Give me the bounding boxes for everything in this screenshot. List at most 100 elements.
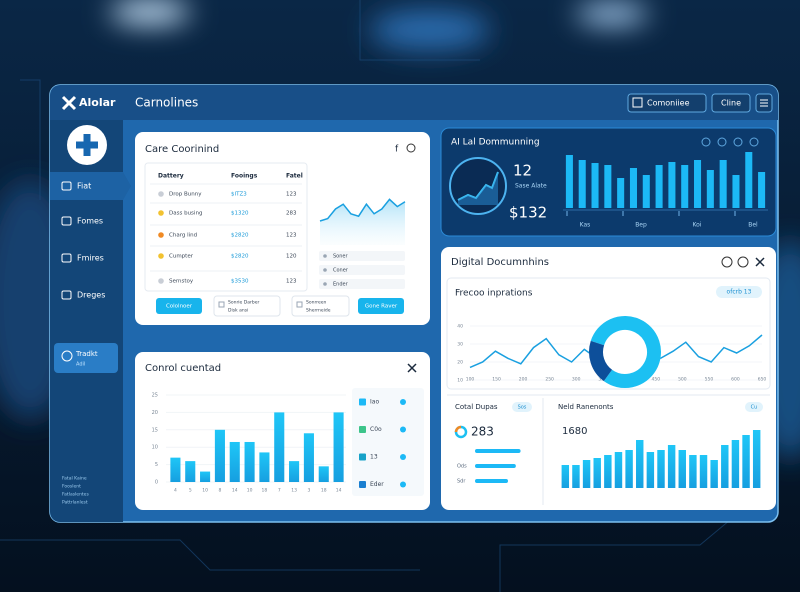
bar <box>475 464 516 468</box>
y-tick-label: 25 <box>152 393 158 399</box>
cell: $ITZ3 <box>231 192 247 198</box>
panel-icon[interactable] <box>749 137 759 147</box>
x-tick-label: 150 <box>492 377 501 383</box>
x-tick-label: 550 <box>705 377 714 383</box>
bar <box>475 449 521 453</box>
cell: $3530 <box>231 279 249 285</box>
bar <box>758 172 766 208</box>
card-title: Tradkt <box>75 350 98 358</box>
x-tick-label: 8 <box>218 488 221 494</box>
action-label: Comoniiee <box>647 99 690 108</box>
chip[interactable] <box>745 402 763 412</box>
line <box>319 198 406 222</box>
legend-dot <box>323 282 327 286</box>
bar <box>185 461 196 482</box>
x-tick-label: 3 <box>307 488 310 494</box>
legend-row <box>319 265 405 275</box>
cell: Dass busing <box>169 211 202 217</box>
chip-label: Sos <box>518 405 527 411</box>
bar <box>475 479 508 483</box>
x-tick-label: 450 <box>652 377 661 383</box>
cell: Cumpter <box>169 254 194 260</box>
card-subtitle: Adil <box>76 362 85 368</box>
header-bar <box>50 85 778 120</box>
x-tick-label: 7 <box>278 488 281 494</box>
card-title: Frecoo inprations <box>455 289 533 299</box>
mini-donut <box>454 425 462 433</box>
bar <box>694 160 702 208</box>
legend-label: C0o <box>370 426 382 433</box>
action-button[interactable] <box>627 93 707 113</box>
chip-label: Sonrreen <box>306 300 327 306</box>
button[interactable] <box>156 298 202 314</box>
bar <box>731 440 740 488</box>
donut-segment <box>589 340 613 382</box>
column-header: Dattery <box>158 173 184 180</box>
close-icon[interactable] <box>755 257 765 267</box>
chip[interactable] <box>716 286 762 298</box>
button-label: Cololnoer <box>166 304 193 310</box>
cell: $1320 <box>231 211 249 217</box>
bar <box>591 163 599 208</box>
button[interactable] <box>358 298 404 314</box>
x-tick-label: 14 <box>336 488 342 494</box>
panel-icon[interactable] <box>721 256 733 268</box>
cell: Charg lind <box>169 233 197 239</box>
legend-label: Soner <box>333 254 348 260</box>
bar-label: Ods <box>457 464 467 470</box>
settings-icon[interactable] <box>406 143 416 153</box>
panel-icon[interactable] <box>737 256 749 268</box>
nav-item[interactable]: Dreges <box>77 291 105 300</box>
bar <box>259 452 270 482</box>
bar <box>629 168 637 208</box>
card-title: Neld Ranenonts <box>558 403 614 411</box>
close-icon[interactable] <box>407 363 417 373</box>
x-tick-label: 13 <box>291 488 297 494</box>
area <box>320 199 405 245</box>
chip-label: ofcrb 13 <box>727 289 752 296</box>
chip[interactable] <box>291 295 350 317</box>
bar <box>668 162 676 208</box>
y-tick-label: 10 <box>457 378 463 384</box>
bar <box>303 433 314 482</box>
chip-label: Disk ansi <box>228 308 248 314</box>
bar <box>742 435 750 488</box>
donut-segment <box>590 316 661 388</box>
bar <box>333 412 344 482</box>
panel-icon[interactable] <box>701 137 711 147</box>
sidebar <box>50 120 123 522</box>
bar <box>636 440 644 488</box>
x-tick-label: 200 <box>519 377 528 383</box>
legend-row <box>319 279 405 289</box>
count: 12 <box>513 162 532 180</box>
panel-icon[interactable] <box>733 137 743 147</box>
column-header: Fooings <box>231 173 258 180</box>
x-tick-label: Bel <box>748 222 758 229</box>
bar <box>614 452 623 488</box>
bar <box>625 450 633 488</box>
bar <box>229 441 240 482</box>
x-tick-label: Bep <box>635 222 647 229</box>
row-icon <box>158 253 164 259</box>
bar <box>689 455 697 488</box>
x-tick-label: 18 <box>321 488 327 494</box>
nav-item[interactable]: Fiat <box>77 182 91 191</box>
cell: 120 <box>286 254 297 260</box>
cell: Sernstoy <box>169 279 194 285</box>
bar <box>710 460 718 488</box>
x-tick-label: 5 <box>189 488 192 494</box>
action-button[interactable] <box>711 93 751 113</box>
share-icon[interactable]: f <box>395 145 399 155</box>
nav-item[interactable]: Fmires <box>77 254 104 263</box>
bar <box>289 461 300 482</box>
chip[interactable] <box>213 295 281 317</box>
bar <box>667 445 676 488</box>
nav-item[interactable]: Fomes <box>77 217 103 226</box>
bar <box>244 441 255 482</box>
row-icon <box>158 278 164 284</box>
chip[interactable] <box>512 402 532 412</box>
panel-icon[interactable] <box>717 137 727 147</box>
sidebar-card[interactable] <box>54 343 118 373</box>
bar <box>699 455 708 488</box>
